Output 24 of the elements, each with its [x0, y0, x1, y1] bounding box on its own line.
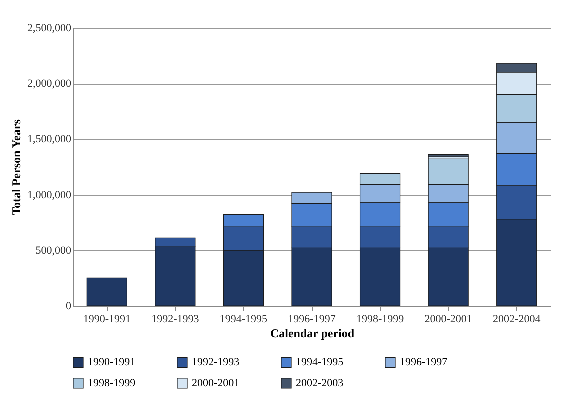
y-tick-label: 500,000: [36, 244, 72, 257]
legend-label: 2002-2003: [296, 378, 344, 390]
bar: [86, 278, 128, 306]
y-tick-label: 0: [66, 300, 72, 312]
x-tick-label: 2002-2004: [493, 314, 542, 326]
legend-label: 2000-2001: [192, 378, 240, 390]
x-tick-label: 1992-1993: [152, 314, 200, 326]
x-axis-title: Calendar period: [270, 326, 355, 340]
y-tick-label: 2,000,000: [28, 78, 72, 90]
x-tick-label: 1990-1991: [83, 314, 131, 326]
legend-label: 1996-1997: [400, 356, 448, 369]
legend-label: 1992-1993: [192, 356, 240, 369]
y-tick-label: 1,500,000: [28, 134, 72, 146]
y-axis-title: Total Person Years: [10, 119, 24, 216]
x-tick-label: 1998-1999: [356, 314, 405, 326]
x-tick-label: 1994-1995: [220, 314, 268, 326]
y-tick-label: 2,500,000: [28, 22, 72, 34]
y-tick-label: 1,000,000: [28, 189, 72, 202]
legend-label: 1990-1991: [88, 356, 136, 369]
legend-label: 1994-1995: [296, 356, 344, 369]
x-tick-label: 2000-2001: [424, 314, 472, 326]
x-tick-label: 1996-1997: [288, 314, 336, 326]
legend-label: 1998-1999: [88, 378, 136, 390]
bar: [428, 154, 469, 158]
